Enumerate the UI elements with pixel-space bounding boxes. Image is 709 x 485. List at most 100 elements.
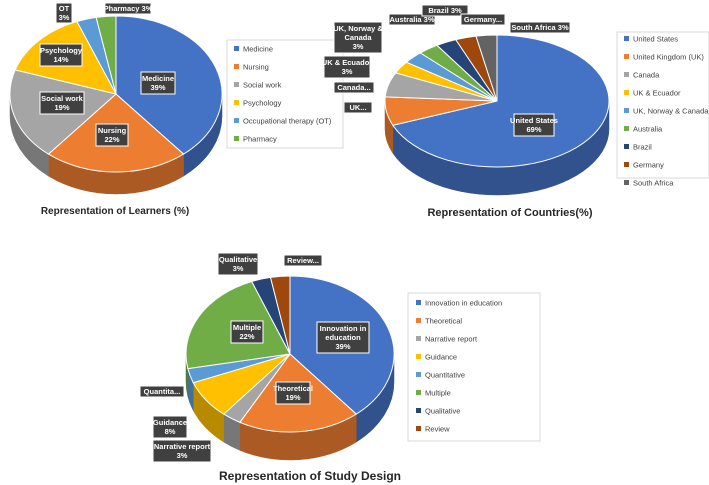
study-design-pie-chart: Innovation in education Theoretical Narrat… [139,252,541,483]
legend-label-united-kingdom-uk: United Kingdom (UK) [633,53,704,62]
data-label-box-theoretical [275,381,311,405]
legend-swatch-qualitative [416,408,421,413]
data-label-nursing-line0: Nursing [98,126,127,135]
data-label-multiple-line1: 22% [239,332,254,341]
legend-label-social-work: Social work [243,81,282,90]
data-label-uk-norway-line1: Canada [344,33,372,42]
data-label-box-south-africa-3 [509,21,571,34]
legend-swatch-guidance [416,354,421,359]
data-label-medicine-line0: Medicine [142,74,174,83]
data-label-uk-norway-line2: 3% [353,42,364,51]
legend-swatch-occupational-therapy-ot [234,118,239,123]
learners-pie-chart: Medicine Nursing Social work Psychology Occu… [9,2,344,217]
data-label-box-medicine [140,71,176,95]
data-label-box-uk-ecuador [323,55,371,79]
data-label-innovation-in-line0: Innovation in [320,324,367,333]
data-label-uk-line0: UK... [349,103,366,112]
legend-swatch-brazil [624,144,629,149]
data-label-box-innovation-in [316,321,370,354]
legend-label-theoretical: Theoretical [425,317,462,326]
data-label-review-line0: Review... [287,256,319,265]
legend-swatch-canada [624,72,629,77]
data-label-box-uk-norway [333,21,383,54]
legend-swatch-pharmacy [234,136,239,141]
legend-swatch-review [416,426,421,431]
data-label-uk-norway-line0: UK, Norway & [333,24,383,33]
legend-swatch-united-states [624,36,629,41]
countries-legend-box [616,31,709,179]
data-label-box-canada [333,81,375,94]
legend-label-occupational-therapy-ot: Occupational therapy (OT) [243,117,332,126]
legend-label-pharmacy: Pharmacy [243,135,277,144]
legend-label-united-states: United States [633,35,678,44]
legend-label-uk-norway-canada: UK, Norway & Canada [633,107,709,116]
data-label-box-guidance [152,415,188,439]
countries-chart-title: Representation of Countries(%) [427,207,592,219]
legend-swatch-germany [624,162,629,167]
data-label-australia-3-line0: Australia 3% [389,15,434,24]
data-label-social-work-line1: 19% [54,103,69,112]
data-label-multiple-line0: Multiple [233,323,261,332]
legend-label-brazil: Brazil [633,143,652,152]
data-label-box-review [283,254,323,267]
data-label-united-states-line1: 69% [526,125,541,134]
legend-label-psychology: Psychology [243,99,282,108]
data-label-innovation-in-line1: education [325,333,361,342]
legend-label-south-africa: South Africa [633,179,674,188]
data-label-psychology-line0: Psychology [40,46,83,55]
data-label-ot-line0: OT [59,4,70,13]
data-label-south-africa-3-line0: South Africa 3% [511,23,569,32]
data-label-medicine-line1: 39% [150,83,165,92]
legend-swatch-social-work [234,82,239,87]
legend-swatch-innovation-in-education [416,300,421,305]
data-label-box-social-work [39,91,85,115]
data-label-box-multiple [230,320,264,344]
slice-review [269,275,291,355]
data-label-box-nursing [95,123,129,147]
legend-swatch-united-kingdom-uk [624,54,629,59]
slice-south-africa [475,34,498,102]
legend-swatch-uk-norway-canada [624,108,629,113]
data-label-qualitative-line1: 3% [233,264,244,273]
data-label-guidance-line1: 8% [165,427,176,436]
legend-swatch-psychology [234,100,239,105]
legend-label-guidance: Guidance [425,353,457,362]
legend-label-qualitative: Qualitative [425,407,460,416]
data-label-box-united-states [513,113,555,137]
legend-swatch-multiple [416,390,421,395]
data-label-canada-line0: Canada... [337,83,370,92]
data-label-social-work-line0: Social work [41,94,84,103]
data-label-narrative-report-line0: Narrative report [154,442,211,451]
study-design-legend-box [407,292,541,442]
data-label-box-australia-3 [388,13,436,26]
legend-swatch-theoretical [416,318,421,323]
data-label-quantita-line0: Quantita... [144,387,181,396]
legend-swatch-uk-ecuador [624,90,629,95]
data-label-ot-line1: 3% [59,13,70,22]
data-label-box-uk [343,101,373,114]
data-label-innovation-in-line2: 39% [335,342,350,351]
legend-label-australia: Australia [633,125,663,134]
data-label-theoretical-line1: 19% [285,393,300,402]
data-label-pharmacy-3-line0: Pharmacy 3% [104,4,153,13]
data-label-box-pharmacy-3 [104,2,152,15]
data-label-box-quantita [139,385,185,398]
data-label-uk-ecuador-line1: 3% [342,67,353,76]
legend-swatch-nursing [234,64,239,69]
legend-label-quantitative: Quantitative [425,371,465,380]
data-label-theoretical-line0: Theoretical [273,384,313,393]
data-label-box-qualitative [217,252,259,276]
legend-swatch-australia [624,126,629,131]
legend-swatch-quantitative [416,372,421,377]
data-label-box-ot [55,2,73,24]
learners-chart-title: Representation of Learners (%) [41,206,189,217]
legend-swatch-south-africa [624,180,629,185]
data-label-germany-line0: Germany... [464,15,502,24]
study-design-chart-title: Representation of Study Design [219,469,401,483]
legend-label-germany: Germany [633,161,664,170]
data-label-nursing-line1: 22% [104,135,119,144]
legend-label-innovation-in-education: Innovation in education [425,299,502,308]
data-label-qualitative-line0: Qualitative [219,255,257,264]
